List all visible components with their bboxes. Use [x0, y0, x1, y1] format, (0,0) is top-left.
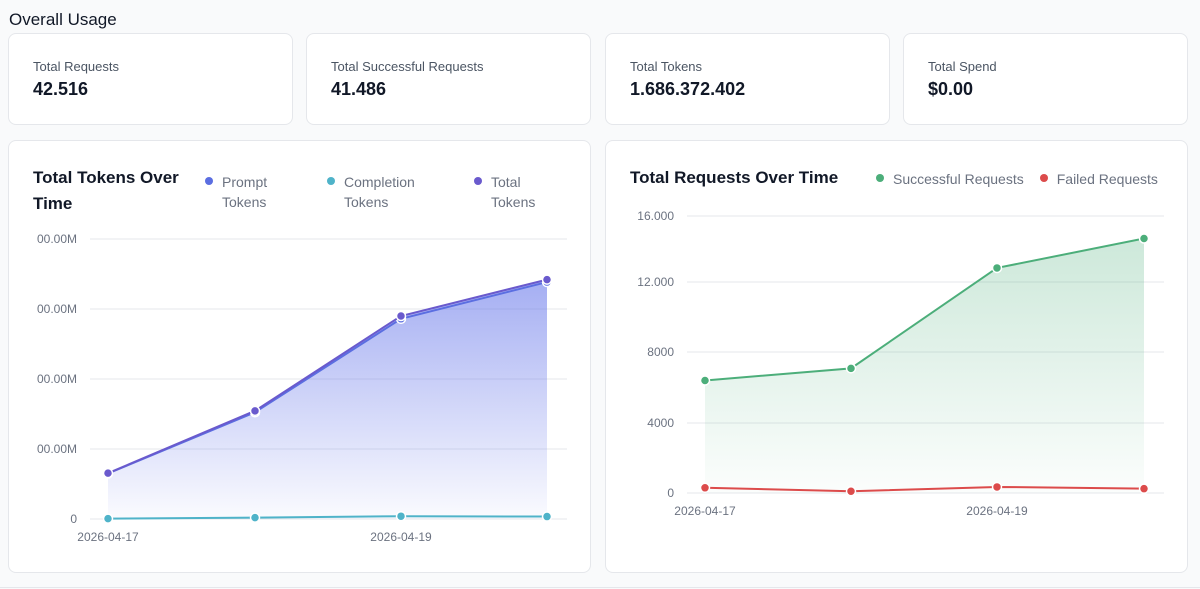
legend-item-prompt-tokens[interactable]: Prompt Tokens: [205, 172, 327, 212]
y-tick-label: 00.00M: [37, 232, 77, 246]
x-tick-label: 2026-04-17: [674, 504, 736, 518]
legend-label: Failed Requests: [1056, 171, 1158, 187]
stat-label: Total Tokens: [630, 59, 703, 74]
page-title: Overall Usage: [9, 10, 117, 29]
requests-chart-title: Total Requests Over Time: [630, 168, 839, 187]
stat-card-total-tokens: Total Tokens 1.686.372.402: [605, 33, 890, 125]
requests-chart-card: Total Requests Over Time Successful Requ…: [605, 140, 1188, 573]
legend-dot-icon: [876, 174, 884, 182]
legend-item-total-tokens[interactable]: Total Tokens: [474, 172, 535, 212]
series-line-successful-requests: [704, 237, 1145, 382]
tokens-chart-legend: Prompt Tokens Completion Tokens Total Token…: [205, 172, 535, 212]
series-line-failed-requests: [704, 485, 1145, 493]
y-tick-label: 0: [70, 512, 77, 526]
y-tick-label: 00.00M: [37, 442, 77, 456]
legend-label: Total Tokens: [491, 174, 536, 210]
stat-label: Total Spend: [928, 59, 997, 74]
data-point-completion-tokens: [102, 513, 114, 524]
data-point-completion-tokens: [395, 510, 407, 522]
divider: [0, 587, 1200, 588]
data-point-successful-requests: [699, 375, 711, 386]
data-point-successful-requests: [991, 262, 1003, 274]
series-line-total-tokens: [107, 278, 548, 475]
data-point-total-tokens: [541, 274, 553, 285]
stat-label: Total Successful Requests: [331, 59, 484, 74]
legend-label: Prompt Tokens: [222, 174, 268, 210]
legend-dot-icon: [327, 177, 335, 185]
tokens-chart-title-line: Time: [33, 194, 73, 213]
stat-value: 1.686.372.402: [630, 79, 746, 99]
data-point-total-tokens: [249, 405, 261, 417]
data-point-failed-requests: [845, 486, 857, 497]
legend-dot-icon: [205, 177, 213, 185]
y-tick-label: 00.00M: [37, 372, 77, 386]
stat-value: 42.516: [33, 79, 89, 99]
y-tick-label: 8000: [647, 345, 674, 359]
area-total-tokens: [108, 279, 547, 519]
tokens-chart-title: Total Tokens Over Time: [33, 165, 179, 217]
stat-card-total-spend: Total Spend $0.00: [903, 33, 1188, 125]
tokens-chart-title-line: Total Tokens Over: [33, 168, 179, 187]
x-tick-label: 2026-04-17: [77, 530, 139, 544]
stat-card-total-requests: Total Requests 42.516: [8, 33, 293, 125]
series-line-completion-tokens: [107, 515, 548, 520]
stat-value: $0.00: [928, 79, 974, 99]
y-tick-label: 0: [667, 486, 674, 500]
data-point-failed-requests: [1138, 483, 1150, 494]
stat-label: Total Requests: [33, 59, 119, 74]
x-tick-label: 2026-04-19: [966, 504, 1028, 518]
stat-value: 41.486: [331, 79, 387, 99]
y-tick-label: 16.000: [637, 209, 674, 223]
legend-item-completion-tokens[interactable]: Completion Tokens: [327, 172, 474, 212]
legend-item-successful-requests[interactable]: Successful Requests: [876, 169, 1024, 189]
requests-chart-legend: Successful Requests Failed Requests: [876, 169, 1158, 189]
legend-item-failed-requests[interactable]: Failed Requests: [1039, 169, 1158, 189]
data-point-total-tokens: [395, 310, 407, 322]
data-point-total-tokens: [102, 467, 114, 479]
x-tick-label: 2026-04-19: [370, 530, 432, 544]
data-point-completion-tokens: [541, 511, 553, 522]
data-point-successful-requests: [1138, 233, 1150, 244]
data-point-successful-requests: [845, 363, 857, 374]
y-tick-label: 12.000: [637, 275, 674, 289]
tokens-chart-card: Total Tokens Over Time Prompt Tokens Comp…: [8, 140, 591, 573]
legend-dot-icon: [1039, 174, 1048, 182]
legend-label: Completion Tokens: [344, 174, 415, 210]
legend-label: Successful Requests: [893, 171, 1024, 187]
y-tick-label: 4000: [647, 416, 674, 430]
requests-chart-plot: 0 4000 8000 12.000 16.000 2026-04-17 2026-04-1…: [637, 209, 1164, 518]
stat-card-successful-requests: Total Successful Requests 41.486: [306, 33, 591, 125]
data-point-completion-tokens: [249, 512, 261, 523]
y-tick-label: 00.00M: [37, 302, 77, 316]
data-point-failed-requests: [699, 482, 711, 494]
area-successful-requests: [705, 238, 1144, 493]
legend-dot-icon: [474, 177, 482, 185]
data-point-failed-requests: [991, 481, 1003, 493]
